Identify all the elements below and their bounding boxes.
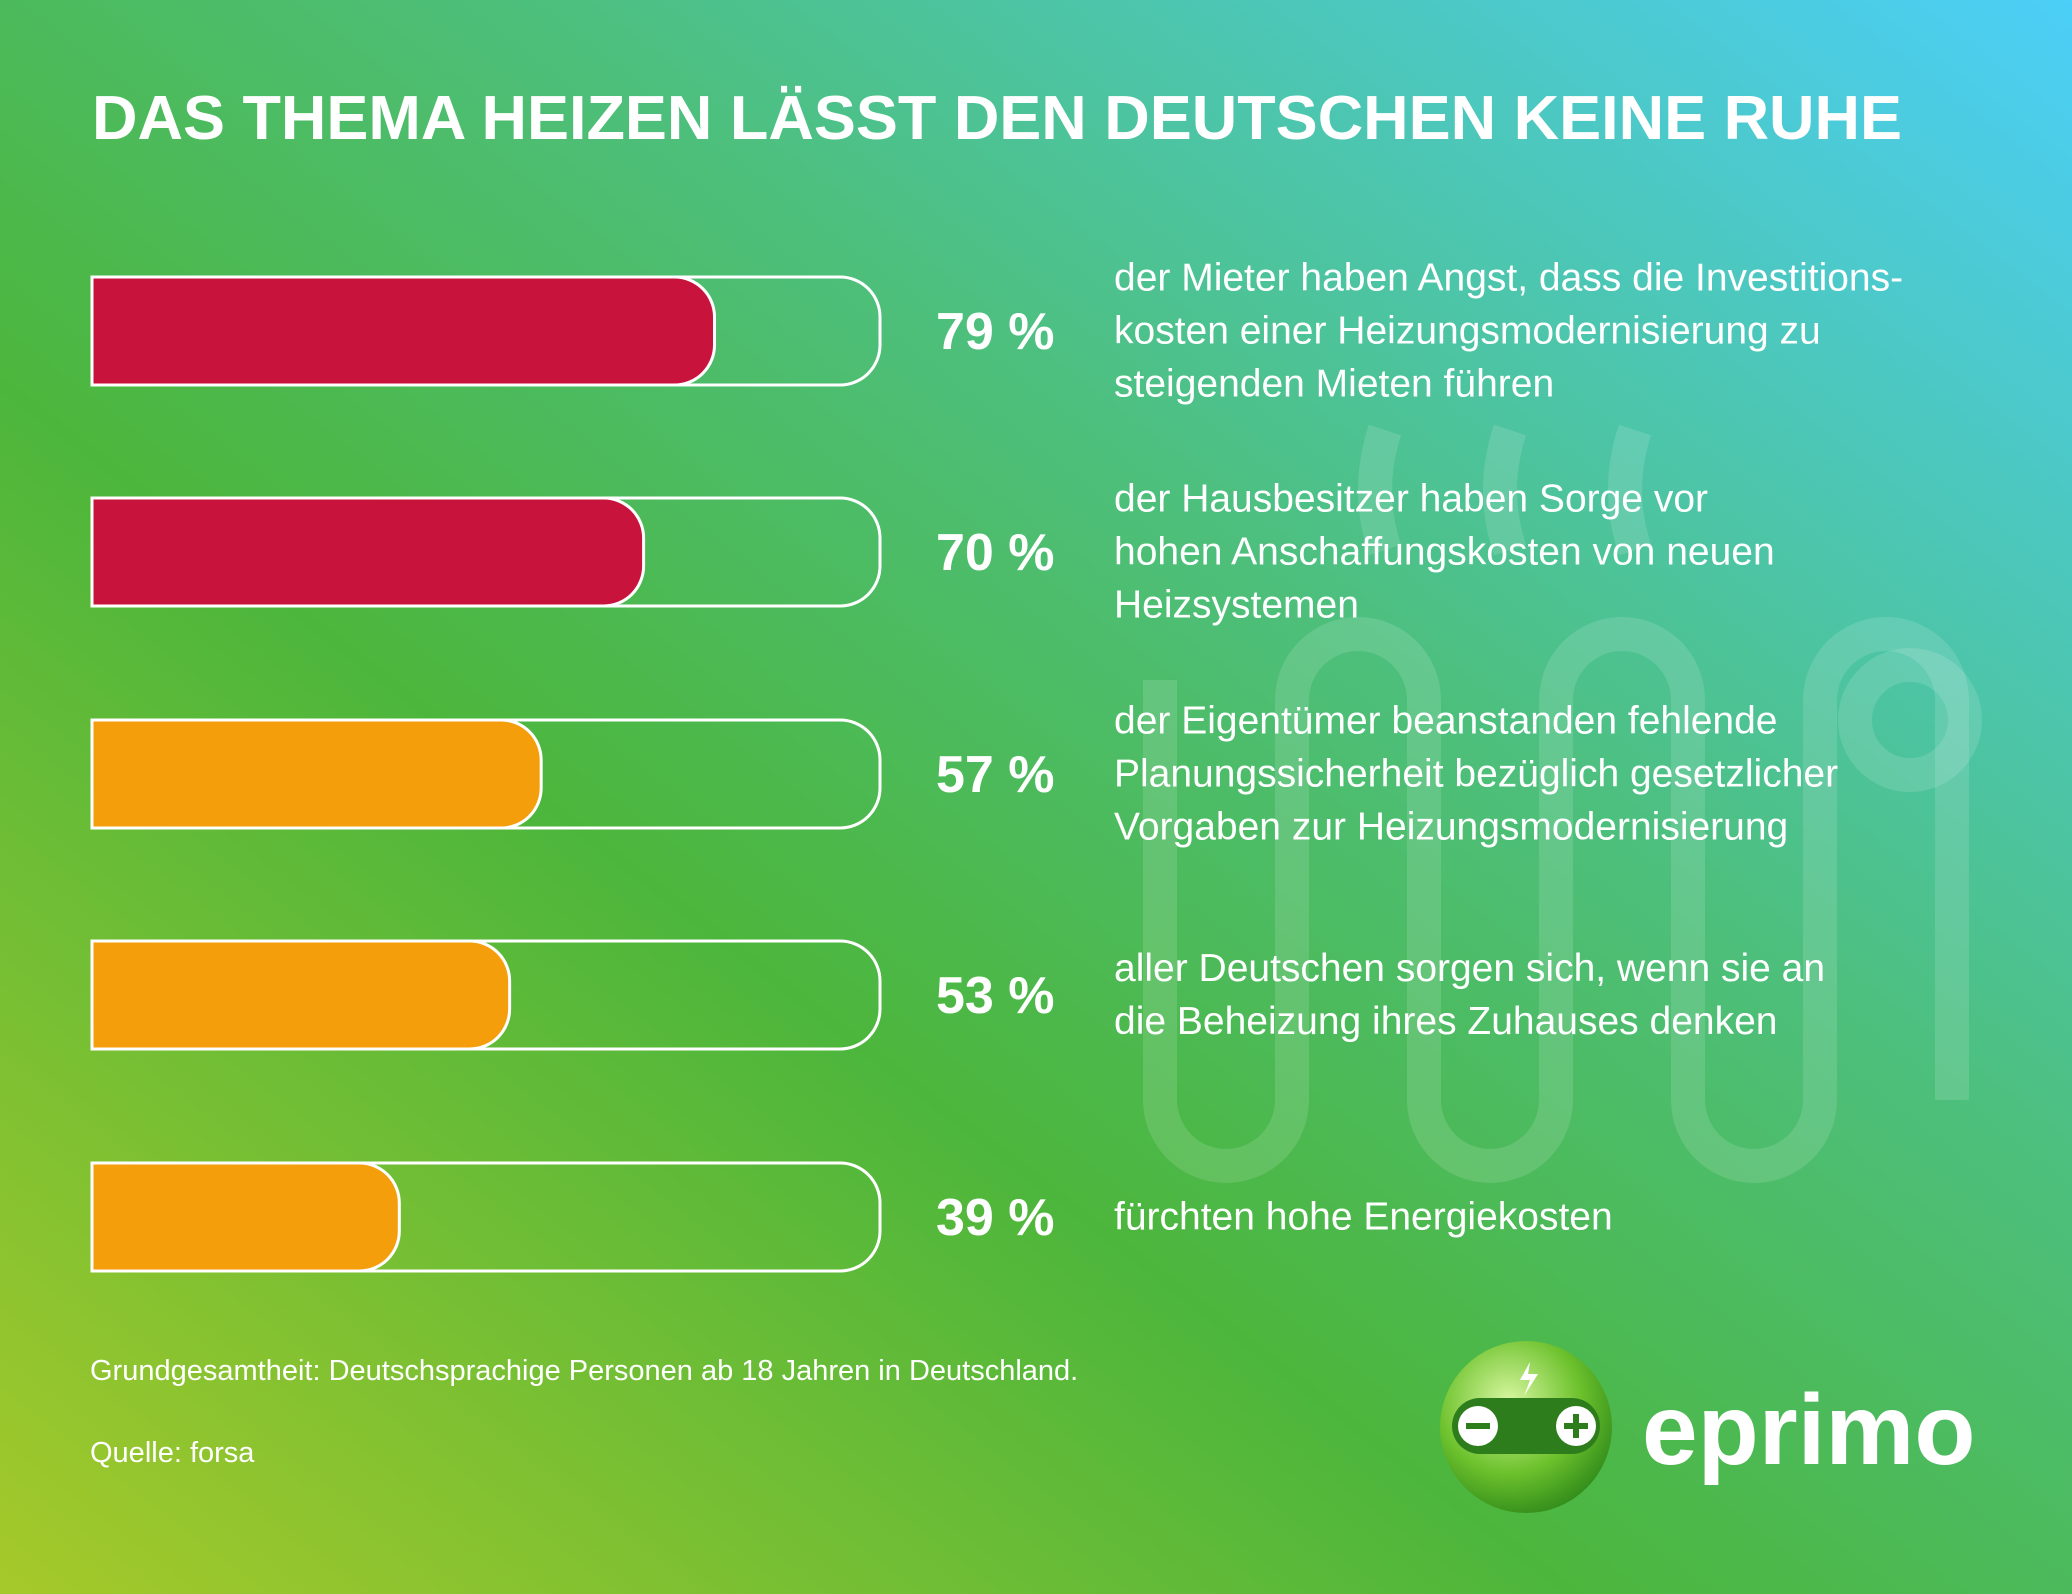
category-label: der Hausbesitzer haben Sorge vor hohen A… <box>1114 477 1775 627</box>
category-label: fürchten hohe Energiekosten <box>1114 1195 1613 1239</box>
bar-track <box>90 275 882 387</box>
bar-track <box>90 496 882 608</box>
value-label: 39 % <box>936 1189 1055 1247</box>
footnote: Grundgesamtheit: Deutschsprachige Person… <box>90 1355 1079 1387</box>
value-label: 70 % <box>936 524 1055 582</box>
bar <box>90 275 717 387</box>
category-label: der Eigentümer beanstanden fehlende Plan… <box>1114 699 1839 849</box>
bar-track <box>90 939 882 1051</box>
value-label: 57 % <box>936 746 1055 804</box>
logo: eprimo <box>1440 1341 1975 1513</box>
source: Quelle: forsa <box>90 1437 255 1469</box>
bar <box>90 496 646 608</box>
category-label: der Mieter haben Angst, dass die Investi… <box>1114 256 1904 406</box>
category-label: aller Deutschen sorgen sich, wenn sie an… <box>1114 947 1826 1043</box>
bar-track <box>90 1161 882 1273</box>
bar <box>90 718 543 830</box>
bar-track <box>90 718 882 830</box>
logo-bolt <box>1520 1362 1538 1396</box>
bar <box>90 1161 401 1273</box>
value-label: 79 % <box>936 303 1055 361</box>
value-label: 53 % <box>936 967 1055 1025</box>
logo-text: eprimo <box>1642 1374 1975 1486</box>
chart-title: DAS THEMA HEIZEN LÄSST DEN DEUTSCHEN KEI… <box>92 84 1902 153</box>
bar <box>90 939 512 1051</box>
radiator-watermark <box>1143 424 1982 1183</box>
logo-signs <box>1466 1414 1588 1438</box>
